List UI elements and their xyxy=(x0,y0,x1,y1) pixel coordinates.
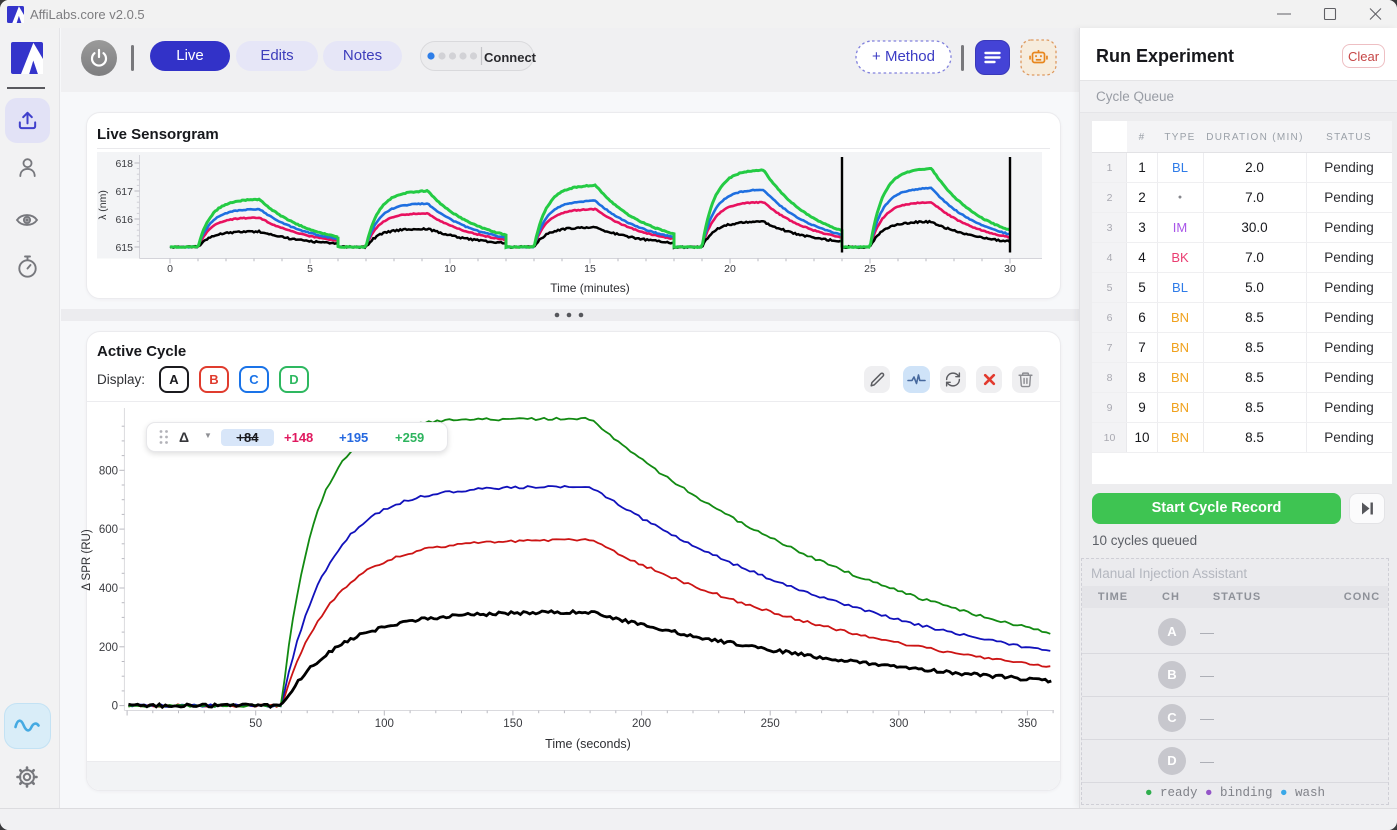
svg-text:λ (nm): λ (nm) xyxy=(97,190,109,220)
svg-text:200: 200 xyxy=(99,642,118,654)
svg-text:5: 5 xyxy=(307,263,313,275)
svg-text:400: 400 xyxy=(99,583,118,595)
svg-text:Time (seconds): Time (seconds) xyxy=(545,737,631,751)
svg-text:20: 20 xyxy=(724,263,736,275)
svg-text:600: 600 xyxy=(99,524,118,536)
svg-text:30: 30 xyxy=(1004,263,1016,275)
svg-text:50: 50 xyxy=(249,718,262,730)
svg-text:800: 800 xyxy=(99,465,118,477)
svg-text:350: 350 xyxy=(1018,718,1037,730)
svg-text:15: 15 xyxy=(584,263,596,275)
svg-text:150: 150 xyxy=(503,718,522,730)
svg-text:100: 100 xyxy=(375,718,394,730)
svg-text:616: 616 xyxy=(115,214,133,226)
svg-text:615: 615 xyxy=(115,242,133,254)
svg-text:Time (minutes): Time (minutes) xyxy=(550,281,630,295)
svg-text:25: 25 xyxy=(864,263,876,275)
svg-text:250: 250 xyxy=(761,718,780,730)
svg-text:300: 300 xyxy=(889,718,908,730)
svg-text:Δ SPR (RU): Δ SPR (RU) xyxy=(81,529,93,591)
svg-text:10: 10 xyxy=(444,263,456,275)
svg-text:617: 617 xyxy=(115,186,133,198)
svg-text:200: 200 xyxy=(632,718,651,730)
svg-text:0: 0 xyxy=(112,701,118,713)
svg-text:618: 618 xyxy=(115,158,133,170)
svg-text:0: 0 xyxy=(167,263,173,275)
